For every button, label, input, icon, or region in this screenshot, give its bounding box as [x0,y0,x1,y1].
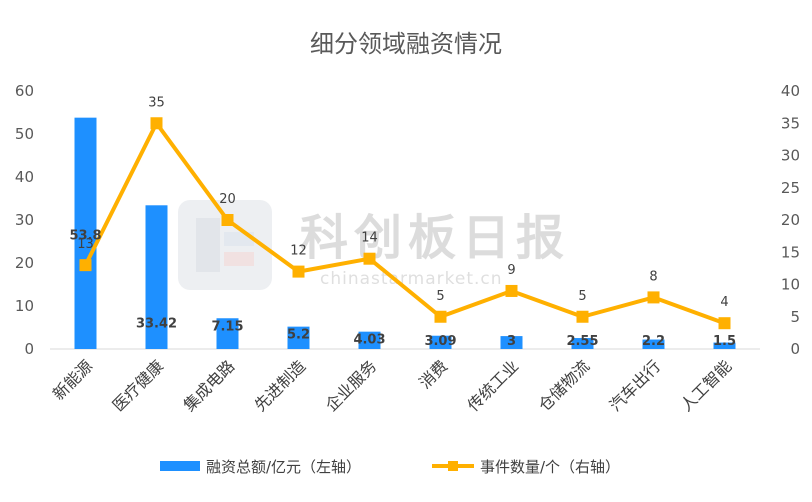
bar [287,326,310,349]
y-left-tick-label: 60 [15,82,34,100]
y-right-tick-label: 0 [790,340,800,358]
line-value-label: 9 [507,263,515,278]
x-category-label: 仓储物流 [535,356,594,415]
y-left-tick-label: 50 [15,125,34,143]
legend-bar-swatch [160,461,200,471]
bar [429,335,452,349]
watermark-text: 科创板日报 [300,210,570,266]
bars [74,117,736,349]
bar-value-label: 2.55 [566,334,598,349]
y-right-tick-label: 30 [781,147,800,165]
y-left-tick-label: 0 [24,340,34,358]
bar-value-label: 53.8 [69,229,101,244]
y-right-tick-label: 40 [781,82,800,100]
watermark: 科创板日报 chinastarmarket.cn [178,200,570,290]
x-category-label: 汽车出行 [606,356,665,415]
y-left-tick-label: 30 [15,211,34,229]
line-value-label: 5 [578,289,586,304]
bar-value-label: 2.2 [642,334,665,349]
y-right-tick-label: 35 [781,114,800,132]
bar [145,205,168,349]
line-marker [79,259,92,272]
line-marker [221,214,234,226]
line-value-label: 5 [436,289,444,304]
bar-value-label: 1.5 [713,334,736,349]
watermark-logo-mark [224,252,254,266]
bar [216,318,239,349]
chart-title: 细分领域融资情况 [310,30,502,58]
line-path [83,121,726,326]
bar [571,338,594,349]
x-category-label: 新能源 [49,356,96,403]
line-value-label: 13 [77,237,94,252]
line-value-label: 20 [219,192,236,207]
line-series [79,117,731,330]
line-marker [363,252,376,265]
y-right-tick-label: 15 [781,243,800,261]
legend-line-marker [448,461,458,471]
bar-value-label: 5.2 [287,328,310,343]
x-category-label: 传统工业 [464,356,523,415]
x-category-label: 消费 [415,356,451,392]
line-value-label: 35 [148,95,165,110]
watermark-url: chinastarmarket.cn [320,269,503,289]
y-right-tick-label: 10 [781,276,800,294]
data-labels: 53.8 33.42 7.15 5.2 4.03 3.09 3 2.55 2.2 1.5 13 35 2… [69,95,736,349]
line-marker [647,291,660,304]
y-left-tick-label: 20 [15,254,34,272]
line-marker [505,284,518,297]
bar-value-label: 7.15 [211,319,243,334]
legend-line-label: 事件数量/个（右轴） [480,458,620,476]
bar-value-label: 3.09 [424,334,456,349]
y-left-tick-label: 40 [15,168,34,186]
y-right-tick-label: 25 [781,179,800,197]
bar [74,117,97,349]
line-marker [434,310,447,323]
x-category-label: 医疗健康 [109,356,168,415]
legend: 融资总额/亿元（左轴） 事件数量/个（右轴） [160,458,620,476]
bar-value-label: 3 [507,334,516,349]
legend-bar-label: 融资总额/亿元（左轴） [206,458,361,476]
x-category-label: 人工智能 [677,356,736,415]
bar [358,331,381,349]
line-marker [718,317,731,330]
y-right-tick-label: 20 [781,211,800,229]
y-right-tick-label: 5 [790,308,800,326]
bar [713,342,736,349]
bar-value-label: 4.03 [353,333,385,348]
bar [500,336,523,349]
bar-value-label: 33.42 [136,316,177,331]
line-value-label: 12 [290,244,307,259]
line-value-label: 4 [720,295,728,310]
x-category-label: 集成电路 [180,356,239,415]
y-left-tick-label: 10 [15,297,34,315]
bar [642,339,665,349]
x-category-label: 先进制造 [251,356,310,415]
x-category-label: 企业服务 [322,356,381,415]
watermark-logo-mark [196,218,220,272]
line-value-label: 8 [649,269,657,284]
line-marker [150,117,163,130]
line-marker [576,310,589,323]
line-marker [292,265,305,278]
line-value-label: 14 [361,231,378,246]
